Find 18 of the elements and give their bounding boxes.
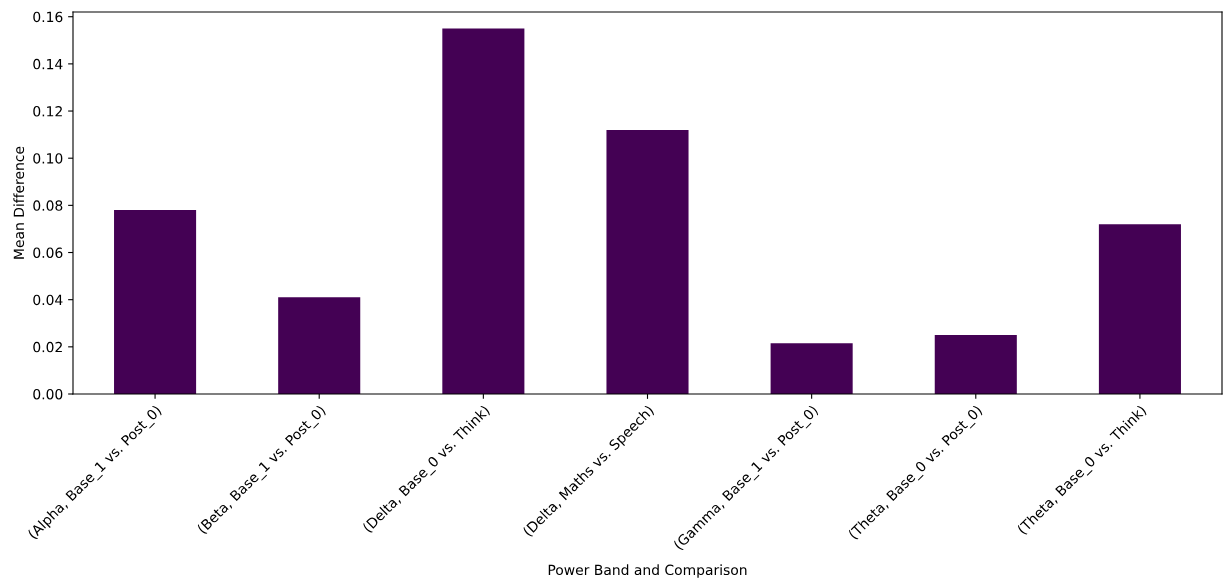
y-tick-label: 0.04 bbox=[33, 294, 63, 306]
y-axis-title: Mean Difference bbox=[13, 146, 25, 259]
bar bbox=[442, 28, 525, 394]
bar bbox=[934, 335, 1017, 394]
bar bbox=[1098, 224, 1181, 394]
y-tick-label: 0.14 bbox=[33, 58, 63, 70]
y-tick-label: 0.16 bbox=[33, 11, 63, 23]
y-tick-label: 0.10 bbox=[33, 153, 63, 164]
y-tick-label: 0.12 bbox=[33, 106, 62, 117]
bar bbox=[114, 210, 197, 394]
x-axis-title: Power Band and Comparison bbox=[548, 564, 747, 578]
y-tick-label: 0.06 bbox=[33, 247, 63, 258]
bar bbox=[770, 343, 853, 394]
y-tick-label: 0.00 bbox=[33, 388, 63, 400]
bar bbox=[606, 129, 689, 394]
y-tick-label: 0.02 bbox=[33, 341, 62, 353]
bar bbox=[278, 297, 361, 394]
y-tick-label: 0.08 bbox=[33, 200, 63, 211]
